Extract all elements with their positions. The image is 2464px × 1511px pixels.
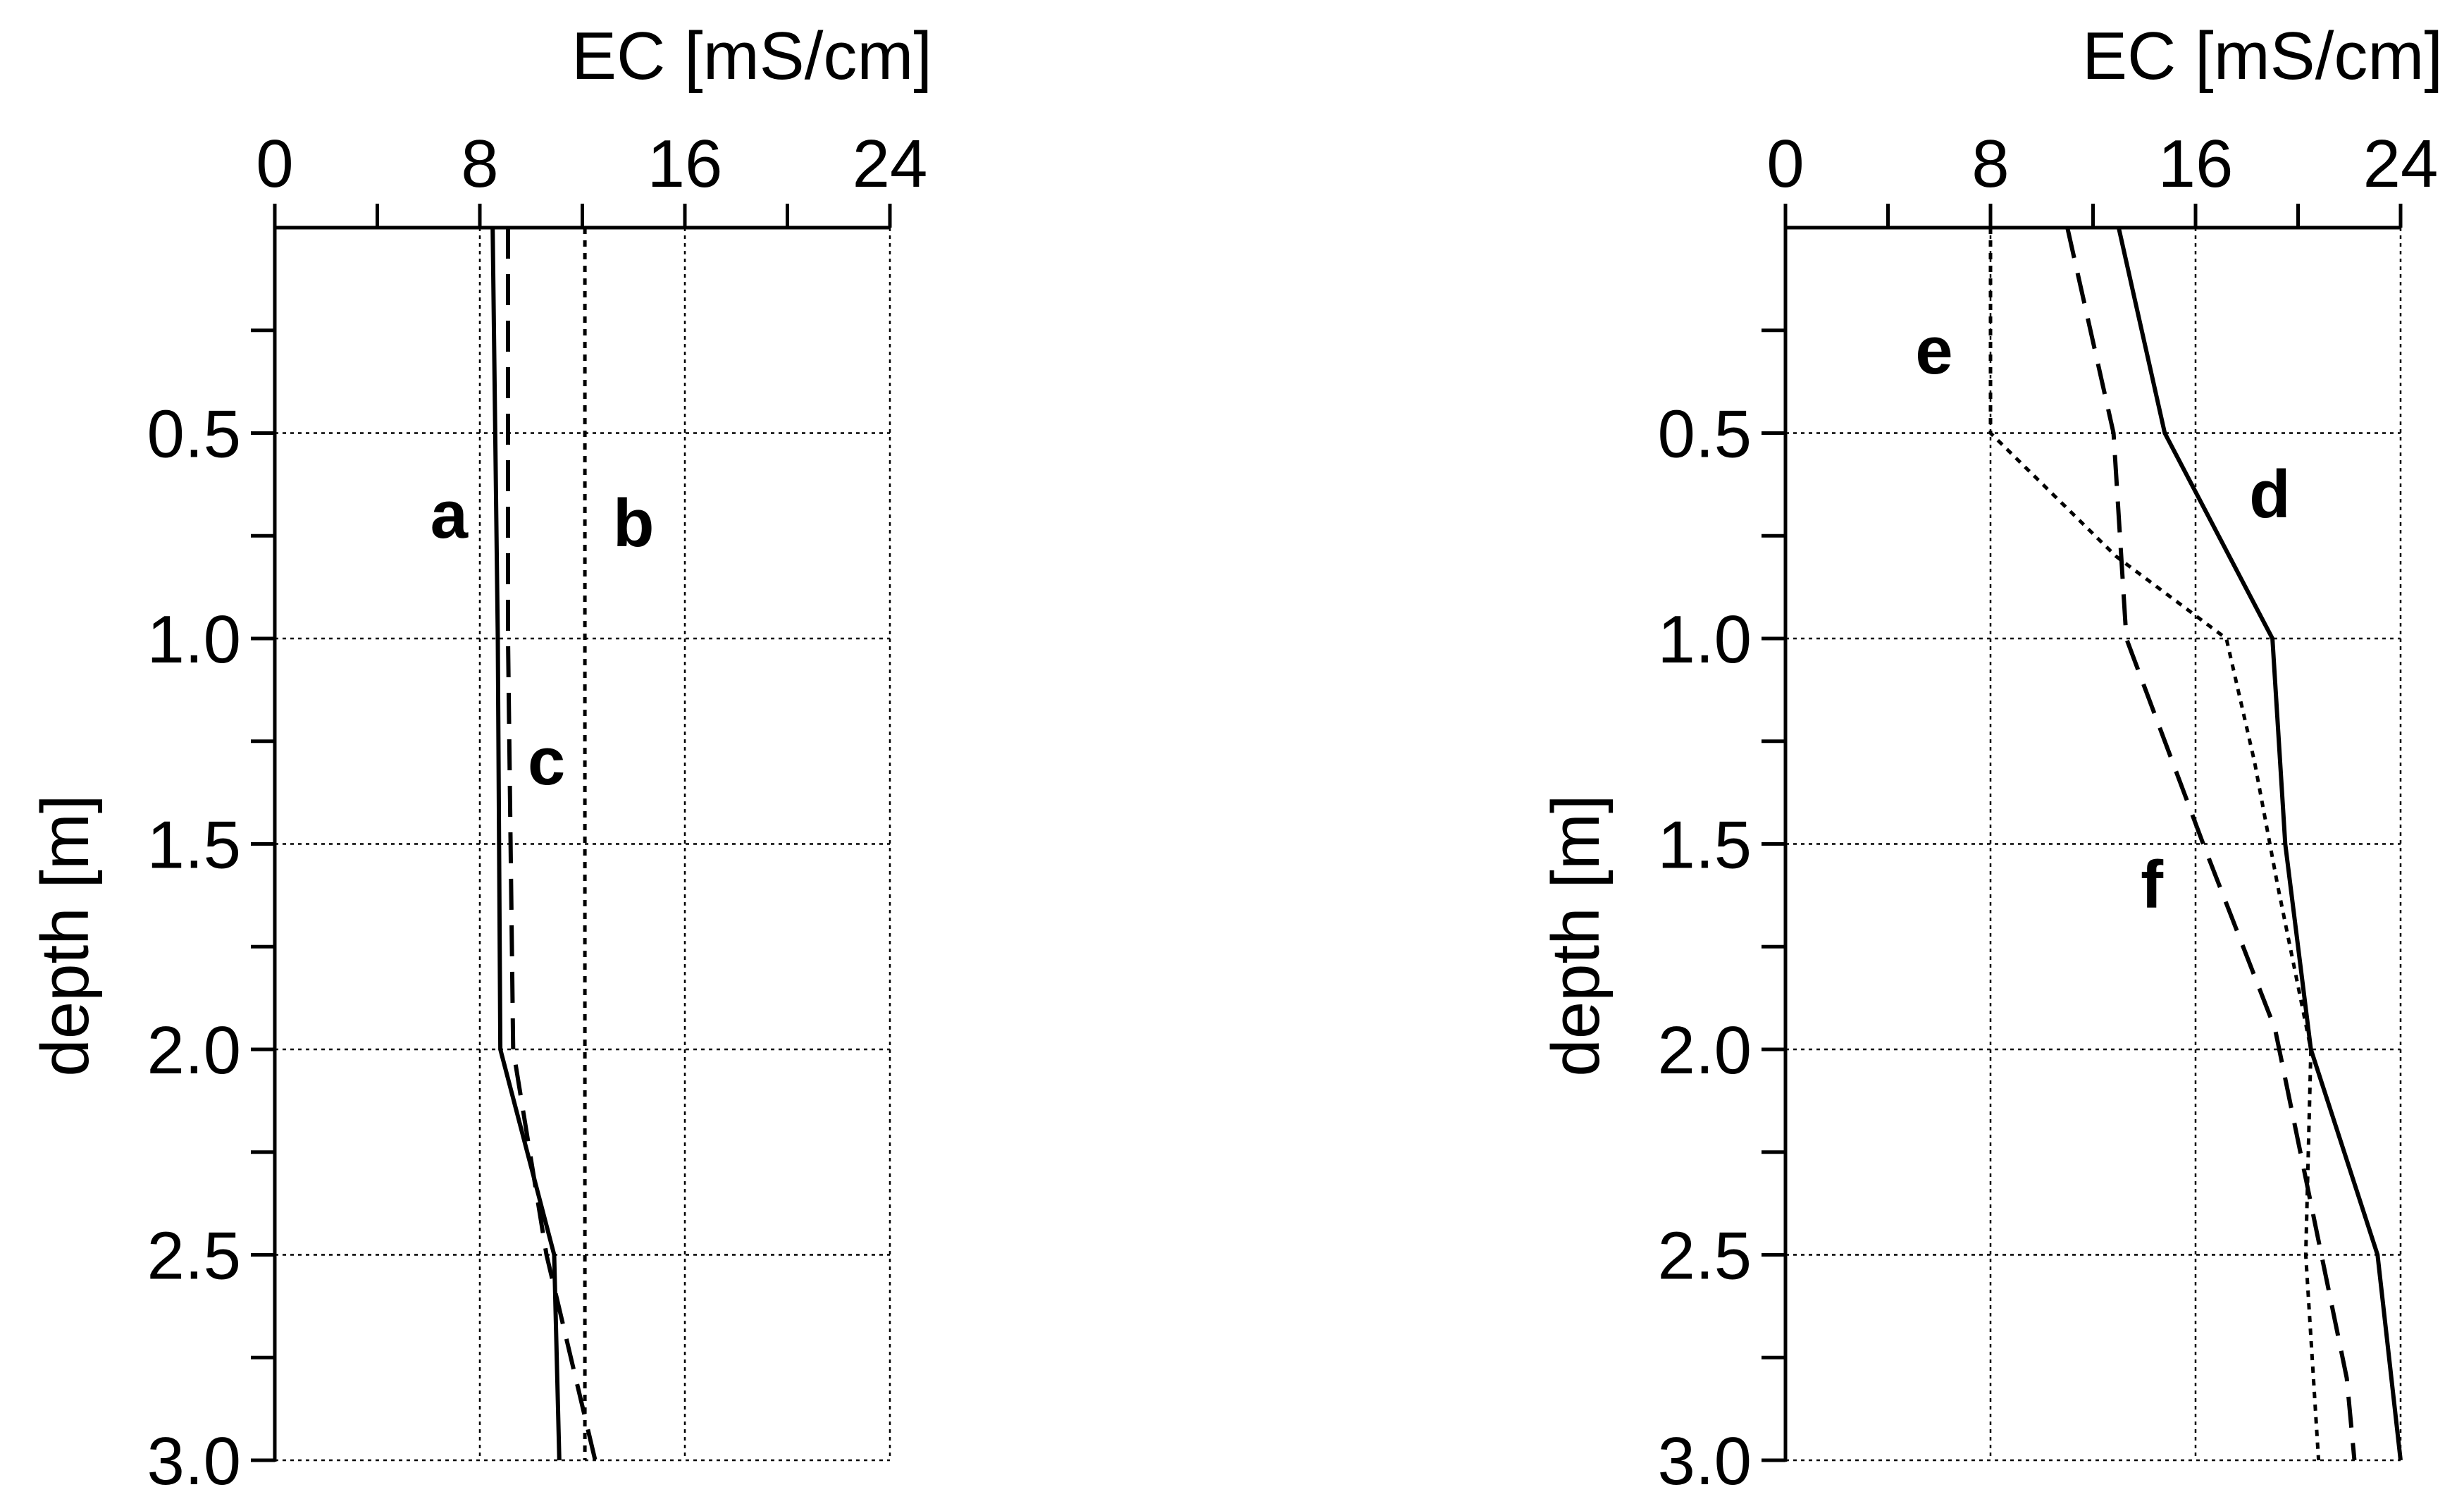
series-line-f [2065, 227, 2357, 1461]
x-tick-label: 16 [2158, 126, 2234, 202]
y-tick-label: 2.5 [1658, 1219, 1752, 1294]
series-annotation-e: e [1915, 313, 1952, 388]
x-tick-label: 0 [256, 126, 293, 202]
x-tick-label: 0 [1766, 126, 1804, 202]
series-line-e [1988, 228, 2321, 1461]
series-line-c [506, 228, 598, 1461]
y-tick-label: 2.0 [147, 1013, 241, 1088]
y-tick-label: 2.5 [147, 1219, 241, 1294]
series-annotation-a: a [431, 477, 469, 553]
y-tick-label: 1.0 [147, 602, 241, 677]
x-tick-label: 24 [853, 126, 928, 202]
y-tick-label: 3.0 [147, 1424, 241, 1499]
x-axis-title: EC [mS/cm] [571, 18, 932, 94]
y-axis-title: depth [m] [27, 794, 103, 1076]
x-tick-label: 8 [461, 126, 498, 202]
series-annotation-c: c [528, 724, 565, 799]
series-annotation-d: d [2249, 457, 2291, 532]
y-tick-label: 0.5 [147, 397, 241, 472]
y-tick-label: 1.5 [147, 808, 241, 883]
x-axis-title: EC [mS/cm] [2082, 18, 2443, 94]
x-tick-label: 16 [648, 126, 723, 202]
chart-panel-left: 0 8 16 24 0.5 1.0 1.5 2.0 2.5 3.0 EC [mS/cm] depth … [27, 18, 932, 1499]
y-axis-title: depth [m] [1538, 794, 1614, 1076]
series-annotation-b: b [613, 486, 655, 561]
chart-panel-right: 0 8 16 24 0.5 1.0 1.5 2.0 2.5 3.0 EC [mS/cm] depth … [1538, 18, 2443, 1499]
series-line-a [490, 227, 562, 1461]
x-tick-label: 24 [2363, 126, 2439, 202]
y-tick-label: 0.5 [1658, 397, 1752, 472]
y-tick-label: 1.5 [1658, 808, 1752, 883]
y-tick-label: 2.0 [1658, 1013, 1752, 1088]
y-tick-label: 3.0 [1658, 1424, 1752, 1499]
series-line-d [2116, 227, 2403, 1461]
series-annotation-f: f [2141, 847, 2164, 923]
x-tick-label: 8 [1971, 126, 2009, 202]
y-tick-label: 1.0 [1658, 602, 1752, 677]
